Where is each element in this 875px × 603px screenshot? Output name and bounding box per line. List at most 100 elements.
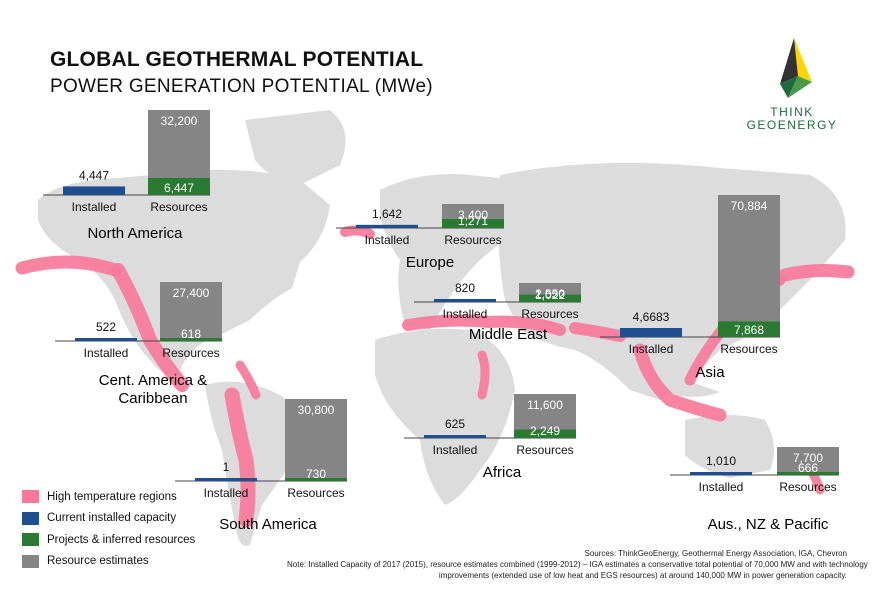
category-label-installed: Installed [629, 342, 674, 356]
resource-estimate-bar [160, 282, 222, 338]
projects-value-label: 6,447 [164, 181, 194, 195]
category-label-resources: Resources [162, 346, 219, 360]
brand-name: THINK GEOENERGY [742, 106, 842, 132]
legend: High temperature regions Current install… [22, 486, 195, 572]
projects-bar [519, 294, 581, 302]
region-cent-america-caribbean: 522 27,400 618 Installed Resources Cent. Amer… [55, 282, 222, 407]
resource-estimate-bar [285, 399, 347, 478]
landmass-north-america [38, 169, 330, 380]
region-asia: 4,6683 70,884 7,868 Installed Resources Asia [600, 195, 780, 381]
legend-label: High temperature regions [47, 490, 177, 503]
landmass-asia [498, 162, 846, 400]
projects-bar [514, 429, 576, 438]
category-label-installed: Installed [443, 307, 488, 321]
region-north-america: 4,447 32,200 6,447 Installed Resources North … [43, 110, 210, 242]
resource-estimate-bar [442, 204, 504, 220]
resource-estimate-bar [777, 447, 839, 472]
legend-item-high-temperature: High temperature regions [22, 486, 195, 508]
resources-value-label: 2,550 [535, 287, 565, 301]
brand-line-think: THINK [770, 105, 814, 119]
category-label-resources: Resources [150, 200, 207, 214]
resources-value-label: 11,600 [527, 398, 563, 412]
installed-bar [356, 224, 418, 228]
legend-swatch-high-temperature [22, 490, 39, 504]
hot-zone-mediterranean-anatolia [402, 314, 566, 336]
region-name: Africa [483, 464, 522, 481]
landmass-greenland [245, 110, 346, 185]
installed-value-label: 1,642 [372, 207, 402, 221]
installed-bar [620, 328, 682, 337]
hot-zone-alaska-aleutians [15, 255, 122, 277]
installed-bar [424, 435, 486, 438]
legend-label: Resource estimates [47, 555, 149, 568]
projects-value-label: 7,868 [734, 323, 764, 337]
projects-bar [160, 338, 222, 341]
installed-bar [690, 472, 752, 475]
projects-bar [777, 472, 839, 475]
resources-value-label: 3,400 [458, 208, 488, 222]
resources-value-label: 30,800 [298, 403, 335, 417]
hot-zone-himalaya [569, 322, 626, 342]
installed-value-label: 820 [455, 281, 475, 295]
category-label-resources: Resources [779, 480, 836, 494]
legend-swatch-installed [22, 511, 39, 525]
installed-bar [195, 478, 257, 481]
installed-value-label: 1 [223, 460, 230, 474]
region-south-america: 1 30,800 730 Installed Resources South Americ… [175, 399, 347, 533]
category-label-installed: Installed [433, 443, 478, 457]
sources-line: Sources: ThinkGeoEnergy, Geothermal Ener… [584, 549, 848, 558]
projects-bar [285, 478, 347, 481]
installed-bar [434, 299, 496, 302]
region-name: South America [219, 516, 317, 533]
category-label-resources: Resources [287, 486, 344, 500]
region-name: North America [87, 225, 183, 242]
projects-value-label: 1,271 [458, 214, 488, 228]
projects-value-label: 1,022 [535, 288, 565, 302]
category-label-installed: Installed [84, 346, 129, 360]
installed-value-label: 522 [96, 320, 116, 334]
installed-value-label: 4,447 [79, 168, 109, 182]
resources-value-label: 70,884 [731, 199, 768, 213]
hot-zone-iceland [340, 225, 375, 239]
resources-value-label: 7,700 [793, 451, 823, 465]
region-name: Europe [406, 254, 454, 271]
category-label-resources: Resources [521, 307, 578, 321]
installed-bar [75, 338, 137, 341]
projects-bar [442, 219, 504, 228]
hot-zone-caribbean-arc [235, 360, 261, 400]
legend-label: Current installed capacity [47, 512, 177, 525]
legend-swatch-resources [22, 554, 39, 568]
installed-value-label: 4,6683 [633, 310, 670, 324]
hot-zone-kamchatka [778, 264, 855, 282]
legend-label: Projects & inferred resources [47, 533, 196, 546]
hot-zone-west-coast-north-america [111, 263, 189, 392]
category-label-installed: Installed [204, 486, 249, 500]
legend-item-resources: Resource estimates [22, 551, 195, 573]
think-geoenergy-logo-mark [780, 38, 812, 98]
hot-zone-east-african-rift [477, 350, 490, 400]
resource-estimate-bar [148, 110, 210, 178]
landmass-africa [375, 328, 515, 505]
resource-estimate-bar [514, 394, 576, 430]
legend-item-installed: Current installed capacity [22, 508, 195, 530]
region-name: Middle East [469, 326, 548, 343]
resources-value-label: 27,400 [173, 286, 210, 300]
projects-bar [148, 177, 210, 195]
region-name: Aus., NZ & Pacific [708, 516, 829, 533]
source-notes: Sources: ThinkGeoEnergy, Geothermal Ener… [287, 548, 868, 581]
category-label-resources: Resources [444, 233, 501, 247]
projects-value-label: 730 [306, 467, 326, 481]
note-line-1: Note: Installed Capacity of 2017 (2015),… [287, 560, 868, 569]
projects-value-label: 666 [798, 461, 818, 475]
category-label-resources: Resources [516, 443, 573, 457]
regional-bars: 4,447 32,200 6,447 Installed Resources North … [43, 110, 839, 533]
resource-estimate-bar [519, 283, 581, 295]
region-name: Caribbean [118, 390, 187, 407]
projects-bar [718, 321, 780, 337]
projects-value-label: 618 [181, 327, 201, 341]
installed-value-label: 625 [445, 417, 465, 431]
legend-swatch-projects [22, 533, 39, 547]
